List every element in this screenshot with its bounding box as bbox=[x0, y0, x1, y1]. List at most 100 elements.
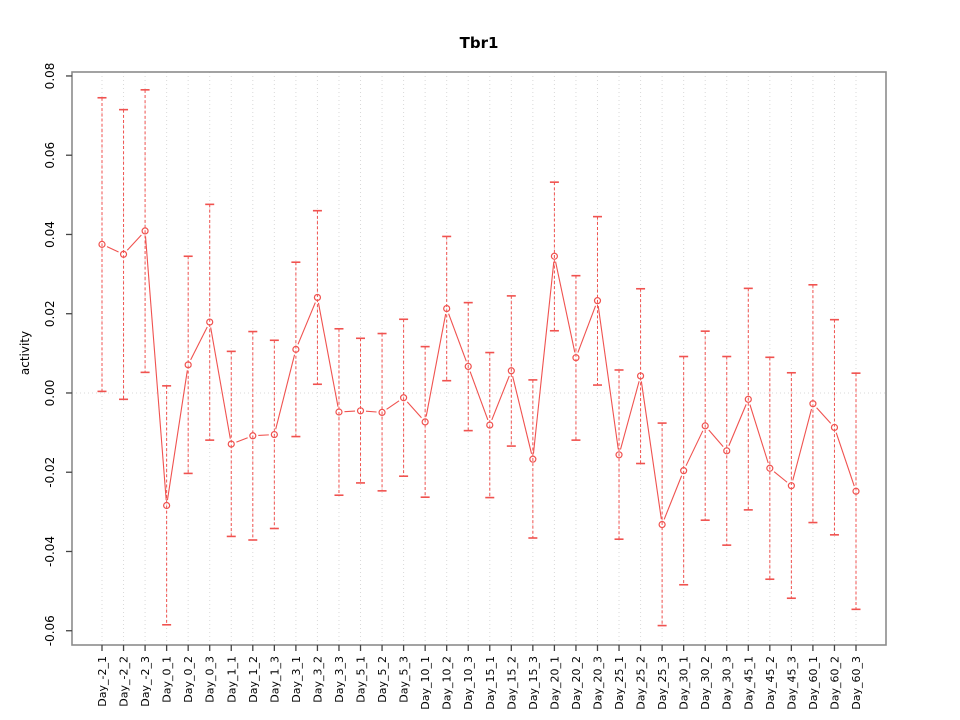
data-point-marker bbox=[313, 293, 322, 302]
y-tick-label: -0.06 bbox=[43, 615, 57, 646]
x-tick-label: Day_5_3 bbox=[398, 656, 411, 703]
data-point-marker bbox=[378, 408, 386, 416]
y-axis-label: activity bbox=[18, 330, 32, 376]
x-tick-label: Day_1_1 bbox=[225, 656, 238, 703]
series-line-segment bbox=[577, 305, 597, 353]
data-point-marker bbox=[98, 240, 106, 248]
chart-title: Tbr1 bbox=[459, 34, 499, 52]
x-tick-label: Day_-2_3 bbox=[139, 656, 152, 707]
series-line-segment bbox=[685, 430, 704, 466]
series-line-segment bbox=[619, 381, 640, 450]
data-point-marker bbox=[529, 455, 537, 463]
x-tick-label: Day_3_2 bbox=[311, 656, 324, 703]
data-point-marker bbox=[658, 520, 666, 529]
plot-frame bbox=[71, 71, 887, 646]
data-point-marker bbox=[723, 447, 731, 455]
series-line-segment bbox=[166, 370, 188, 501]
data-point-marker bbox=[249, 432, 257, 440]
data-point-marker bbox=[787, 482, 795, 490]
data-point-marker bbox=[270, 430, 278, 439]
x-tick-label: Day_20_2 bbox=[570, 656, 583, 710]
series-line-segment bbox=[297, 302, 316, 345]
x-tick-label: Day_5_1 bbox=[355, 656, 368, 703]
x-tick-label: Day_0_2 bbox=[182, 656, 195, 703]
y-tick-label: -0.02 bbox=[43, 457, 57, 488]
data-point-marker bbox=[206, 318, 214, 326]
series-line-segment bbox=[512, 375, 533, 454]
series-line-segment bbox=[792, 408, 813, 481]
x-tick-label: Day_5_2 bbox=[376, 656, 389, 703]
x-tick-label: Day_60_2 bbox=[828, 656, 841, 710]
data-point-marker bbox=[227, 440, 235, 448]
data-point-marker bbox=[572, 354, 580, 362]
series-line-segment bbox=[663, 475, 683, 520]
data-point-marker bbox=[830, 423, 839, 432]
x-tick-label: Day_30_1 bbox=[678, 656, 691, 710]
data-point-marker bbox=[443, 304, 451, 313]
x-tick-label: Day_25_3 bbox=[656, 656, 669, 710]
series-line-segment bbox=[275, 354, 296, 430]
data-point-marker bbox=[744, 395, 752, 403]
series-line-segment bbox=[749, 404, 769, 464]
x-tick-label: Day_1_2 bbox=[247, 656, 260, 703]
x-tick-label: Day_-2_1 bbox=[96, 656, 109, 707]
series-line-segment bbox=[365, 410, 377, 413]
series-line-segment bbox=[816, 407, 832, 424]
y-tick-label: 0.00 bbox=[43, 380, 57, 407]
y-tick-label: 0.02 bbox=[43, 300, 57, 327]
x-tick-label: Day_60_3 bbox=[850, 656, 863, 710]
data-point-marker bbox=[593, 297, 602, 305]
y-tick-label: -0.04 bbox=[43, 536, 57, 567]
series-line-segment bbox=[448, 313, 467, 362]
series-line-segment bbox=[106, 246, 119, 253]
x-tick-label: Day_45_2 bbox=[764, 656, 777, 710]
series-line-segment bbox=[835, 432, 855, 487]
x-tick-label: Day_30_3 bbox=[721, 656, 734, 710]
data-point-marker bbox=[701, 422, 709, 430]
x-tick-label: Day_25_1 bbox=[613, 656, 626, 710]
x-tick-label: Day_-2_2 bbox=[118, 656, 131, 707]
series-line-segment bbox=[344, 410, 356, 413]
series-line-segment bbox=[317, 302, 339, 407]
x-tick-label: Day_15_1 bbox=[484, 656, 497, 710]
data-point-marker bbox=[615, 451, 623, 459]
data-point-marker bbox=[400, 394, 408, 402]
y-tick-label: 0.08 bbox=[43, 63, 57, 90]
data-point-marker bbox=[507, 367, 515, 375]
data-point-marker bbox=[550, 252, 559, 260]
series-line-segment bbox=[555, 261, 576, 353]
x-tick-label: Day_30_2 bbox=[699, 656, 712, 710]
x-tick-label: Day_10_2 bbox=[441, 656, 454, 710]
series-line-segment bbox=[144, 236, 167, 501]
data-point-marker bbox=[486, 421, 494, 429]
y-tick-label: 0.04 bbox=[43, 221, 57, 248]
x-tick-label: Day_3_1 bbox=[290, 656, 303, 703]
x-tick-label: Day_25_2 bbox=[635, 656, 648, 710]
data-point-marker bbox=[141, 227, 149, 235]
x-tick-label: Day_15_2 bbox=[505, 656, 518, 710]
x-tick-label: Day_20_3 bbox=[591, 656, 604, 710]
x-tick-label: Day_10_1 bbox=[419, 656, 432, 710]
x-tick-label: Day_0_3 bbox=[204, 656, 217, 703]
series-line-segment bbox=[469, 371, 489, 421]
series-line-segment bbox=[597, 306, 619, 450]
data-point-marker bbox=[852, 487, 860, 495]
x-tick-label: Day_15_3 bbox=[527, 656, 540, 710]
x-tick-label: Day_45_1 bbox=[742, 656, 755, 710]
data-point-marker bbox=[119, 250, 128, 258]
data-point-marker bbox=[421, 418, 429, 426]
series-line-segment bbox=[386, 400, 400, 410]
series-line-segment bbox=[773, 471, 788, 483]
series-line-segment bbox=[532, 261, 555, 454]
series-line-segment bbox=[190, 326, 208, 361]
series-line-segment bbox=[640, 381, 662, 520]
data-point-marker bbox=[680, 467, 688, 475]
x-tick-label: Day_45_3 bbox=[785, 656, 798, 710]
series-line-segment bbox=[126, 234, 142, 251]
data-point-marker bbox=[335, 408, 343, 416]
data-point-marker bbox=[163, 501, 171, 510]
series-line-segment bbox=[210, 327, 231, 439]
data-point-marker bbox=[464, 362, 472, 371]
